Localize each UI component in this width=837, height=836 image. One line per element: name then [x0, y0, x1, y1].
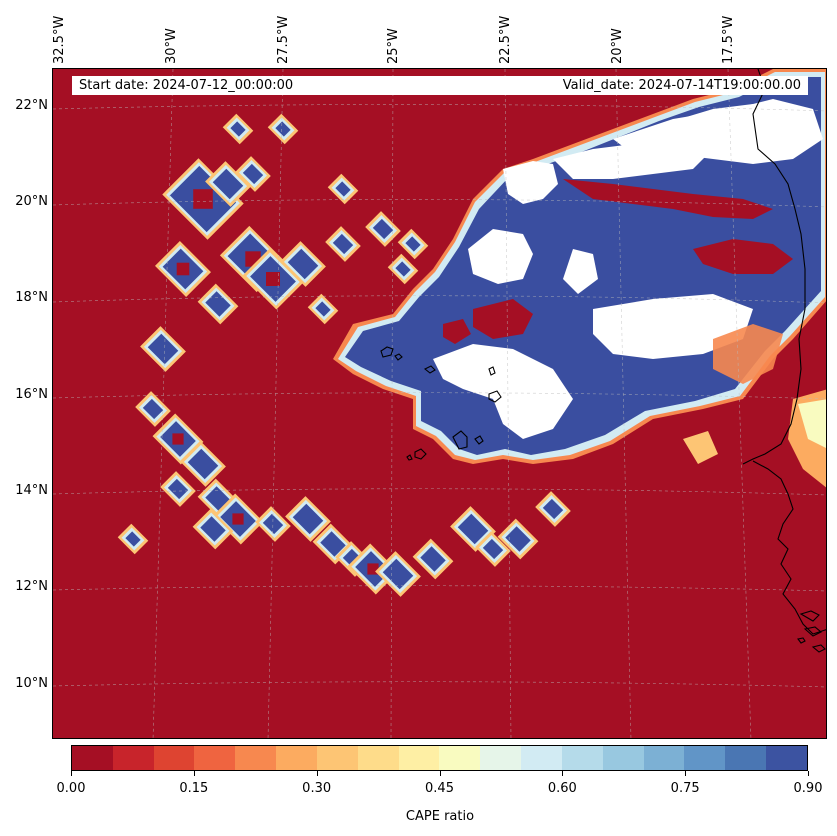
colorbar-segment: [357, 746, 399, 770]
lon-tick-label: 20°W: [610, 28, 625, 64]
colorbar-segment: [276, 746, 317, 770]
colorbar-tick: [71, 771, 72, 776]
colorbar-segment: [72, 746, 113, 770]
convective-cell-core: [232, 513, 244, 525]
high-cape-ratio-region: [333, 69, 826, 464]
colorbar-tick: [562, 771, 564, 776]
colorbar-segment: [439, 746, 481, 770]
lat-tick-label: 18°N: [15, 290, 48, 305]
convective-cell: [187, 448, 219, 480]
convective-cell-core: [266, 272, 280, 286]
colorbar-segment: [316, 746, 358, 770]
lat-tick-label: 20°N: [15, 194, 48, 209]
colorbar-segment: [684, 746, 726, 770]
colorbar-segment: [480, 746, 522, 770]
start-date-label: Start date: 2024-07-12_00:00:00: [79, 78, 294, 93]
convective-cell: [212, 168, 244, 200]
lat-tick-label: 12°N: [15, 579, 48, 594]
lat-tick-label: 22°N: [15, 98, 48, 113]
convective-cell: [332, 233, 354, 255]
colorbar-segment: [643, 746, 685, 770]
convective-cell: [315, 301, 331, 317]
convective-cell: [405, 236, 421, 252]
colorbar-tick-label: 0.00: [56, 781, 86, 796]
colorbar-tick-label: 0.75: [670, 781, 700, 796]
coastline: [380, 69, 826, 653]
lon-tick-label: 27.5°W: [276, 15, 291, 64]
colorbar-segment: [561, 746, 603, 770]
colorbar-segment: [521, 746, 562, 770]
convective-cell-core: [367, 563, 379, 575]
lon-tick-label: 17.5°W: [721, 15, 736, 64]
colorbar-tick-label: 0.30: [302, 781, 332, 796]
colorbar-tick: [316, 771, 318, 776]
convective-cell: [230, 121, 246, 137]
lat-tick-label: 10°N: [15, 676, 48, 691]
convective-cell: [125, 531, 141, 547]
convective-cell-core: [176, 262, 190, 276]
convective-cell: [395, 261, 411, 277]
colorbar-tick: [808, 771, 809, 776]
convective-cell: [320, 531, 346, 557]
valid-date-label: Valid_date: 2024-07-14T19:00:00.00: [562, 78, 801, 93]
colorbar-tick: [193, 771, 195, 776]
lon-tick-label: 30°W: [164, 28, 179, 64]
convective-cell: [147, 333, 179, 365]
cape-ratio-field: [53, 69, 826, 738]
colorbar-title: CAPE ratio: [405, 809, 475, 824]
convective-cell: [457, 513, 489, 545]
colorbar-segment: [602, 746, 644, 770]
colorbar-tick-label: 0.45: [425, 781, 454, 796]
colorbar-tick: [439, 771, 441, 776]
convective-cell: [382, 558, 414, 590]
colorbar-tick-label: 0.90: [793, 781, 823, 796]
convective-cell: [262, 513, 284, 535]
gridlines: [53, 69, 826, 738]
scattered-cells: [117, 113, 571, 597]
colorbar-tick-label: 0.60: [547, 781, 577, 796]
lon-tick-label: 22.5°W: [498, 15, 513, 64]
lon-tick-label: 25°W: [386, 28, 401, 64]
convective-cell-core: [193, 189, 213, 209]
transition-zone: [683, 324, 826, 488]
convective-cell: [292, 503, 324, 535]
convective-cell: [167, 478, 189, 500]
lon-tick-label: 32.5°W: [52, 15, 67, 64]
colorbar-segment: [153, 746, 195, 770]
colorbar-tick-label: 0.15: [179, 781, 209, 796]
convective-cell: [142, 398, 164, 420]
colorbar: [71, 745, 808, 771]
colorbar-segment: [398, 746, 440, 770]
convective-cell: [482, 538, 504, 560]
convective-cell: [287, 248, 319, 280]
convective-cell: [335, 181, 351, 197]
map-panel: [52, 68, 827, 739]
colorbar-segment: [112, 746, 154, 770]
convective-cell: [200, 516, 226, 542]
convective-cell: [372, 218, 394, 240]
colorbar-segment: [194, 746, 236, 770]
lat-tick-label: 16°N: [15, 387, 48, 402]
convective-cell: [505, 526, 531, 552]
convective-cell: [420, 546, 446, 572]
colorbar-segment: [725, 746, 767, 770]
colorbar-segment: [766, 746, 807, 770]
date-info-box: Start date: 2024-07-12_00:00:00 Valid_da…: [72, 76, 808, 95]
convective-cell: [242, 163, 264, 185]
convective-cell: [275, 121, 291, 137]
colorbar-tick: [685, 771, 687, 776]
colorbar-segment: [235, 746, 277, 770]
convective-cell: [542, 498, 564, 520]
lat-tick-label: 14°N: [15, 483, 48, 498]
convective-cell-core: [172, 433, 184, 445]
